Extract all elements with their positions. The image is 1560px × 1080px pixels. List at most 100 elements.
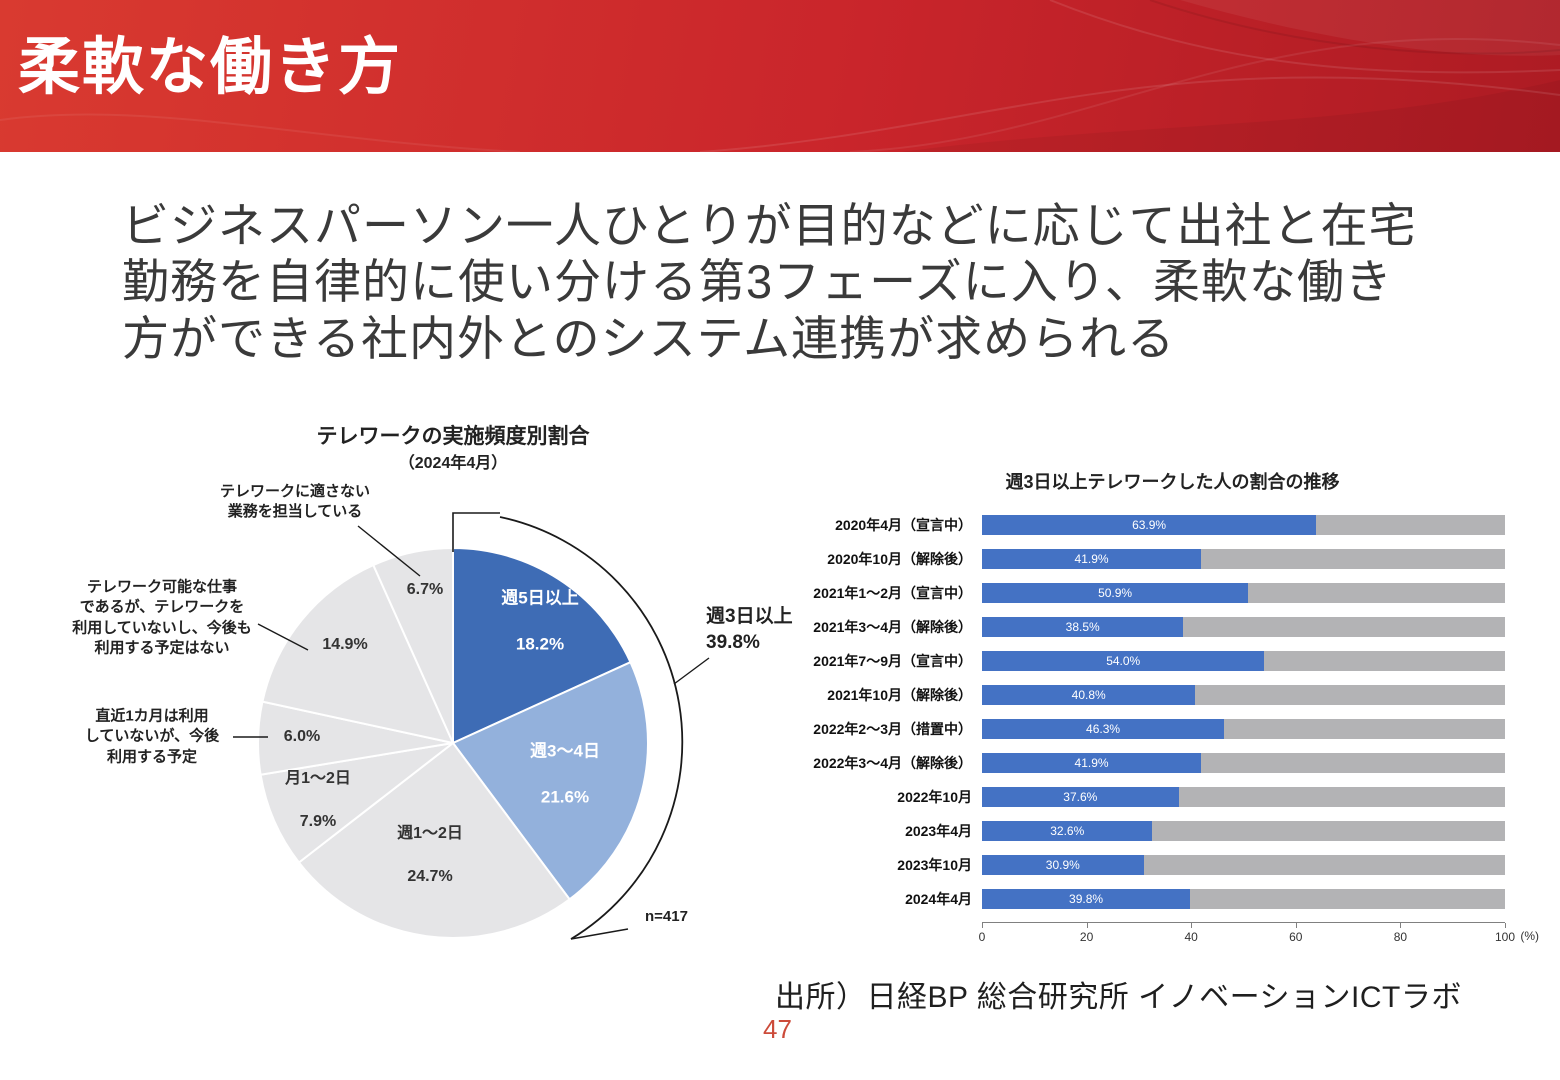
pie-slice-pct: 24.7%	[407, 867, 453, 885]
slide-title: 柔軟な働き方	[18, 33, 403, 102]
bar-row: 2021年1〜2月（宣言中） 50.9%	[800, 576, 1505, 610]
bar-track: 63.9%	[982, 515, 1505, 535]
source-attribution: 出所）日経BP 総合研究所 イノベーションICTラボ	[775, 981, 1462, 1014]
bar-category-label: 2020年10月（解除後）	[827, 551, 972, 567]
pie-slice-name: 週5日以上	[501, 588, 579, 608]
bar-track: 54.0%	[982, 651, 1505, 671]
x-tick-label: 20	[1079, 930, 1094, 944]
x-tick-label: 60	[1289, 930, 1303, 944]
bar-track: 41.9%	[982, 753, 1505, 773]
pie-slice-pct: 7.9%	[299, 812, 337, 830]
bar-fill: 39.8%	[982, 889, 1191, 909]
bar-value-label: 38.5%	[1065, 620, 1100, 634]
pie-outside-label-plan-to-use: 直近1カ月は利用 していないが、今後 利用する予定	[84, 707, 220, 766]
bar-category-label: 2021年3〜4月（解除後）	[813, 619, 972, 635]
pie-chart-subtitle: （2024年4月）	[398, 455, 508, 472]
bar-category-label: 2022年3〜4月（解除後）	[813, 755, 972, 771]
bar-value-label: 32.6%	[1050, 824, 1085, 838]
pie-slice-name: 週3〜4日	[530, 741, 600, 761]
bar-category-label: 2022年10月	[897, 789, 972, 805]
bar-fill: 54.0%	[982, 651, 1265, 671]
bar-row: 2020年10月（解除後） 41.9%	[800, 542, 1505, 576]
page-number: 47	[763, 1014, 792, 1044]
header-wave-decoration	[0, 0, 1560, 152]
x-tick-mark	[1086, 923, 1088, 928]
pie-inside-label-month1to2: 月1〜2日 7.9%	[285, 746, 351, 854]
bar-value-label: 50.9%	[1098, 586, 1133, 600]
bar-value-label: 40.8%	[1071, 688, 1106, 702]
bar-fill: 30.9%	[982, 855, 1144, 875]
pie-slice-name: 週1〜2日	[397, 824, 463, 842]
x-axis-unit-label: (%)	[1520, 929, 1539, 943]
bar-track: 30.9%	[982, 855, 1505, 875]
x-tick-mark	[1400, 923, 1402, 928]
pie-inside-label-week5plus: 週5日以上 18.2%	[501, 565, 578, 680]
bar-value-label: 54.0%	[1106, 654, 1141, 668]
bar-row: 2022年10月 37.6%	[800, 780, 1505, 814]
pie-inside-value-plan-to-use: 6.0%	[283, 728, 321, 746]
bar-category-label: 2021年1〜2月（宣言中）	[813, 585, 972, 601]
bar-fill: 40.8%	[982, 685, 1196, 705]
bar-fill: 63.9%	[982, 515, 1317, 535]
bar-track: 41.9%	[982, 549, 1505, 569]
x-tick-label: 100	[1494, 930, 1516, 944]
bar-category-label: 2021年10月（解除後）	[827, 687, 972, 703]
bar-category-label: 2024年4月	[905, 891, 972, 907]
week3plus-callout-label: 週3日以上	[706, 606, 793, 627]
bar-value-label: 37.6%	[1063, 790, 1098, 804]
bar-fill: 38.5%	[982, 617, 1184, 637]
bar-track: 37.6%	[982, 787, 1505, 807]
bar-category-label: 2020年4月（宣言中）	[835, 517, 972, 533]
pie-slice-name: 月1〜2日	[285, 769, 351, 787]
x-tick-mark	[1191, 923, 1193, 928]
bar-rows: 2020年4月（宣言中） 63.9% 2020年10月（解除後） 41.9% 2021年…	[800, 508, 1505, 916]
bar-fill: 46.3%	[982, 719, 1225, 739]
x-axis: 0 20 40 60 80 100	[978, 922, 1515, 946]
pie-inside-label-week1to2: 週1〜2日 24.7%	[397, 801, 463, 909]
bar-row: 2023年10月 30.9%	[800, 848, 1505, 882]
x-tick-label: 80	[1393, 930, 1408, 944]
pie-slice-pct: 18.2%	[515, 634, 565, 654]
bar-fill: 41.9%	[982, 549, 1202, 569]
bar-fill: 37.6%	[982, 787, 1179, 807]
bar-track: 46.3%	[982, 719, 1505, 739]
lead-paragraph: ビジネスパーソン一人ひとりが目的などに応じて出社と在宅 勤務を自律的に使い分ける…	[122, 199, 1417, 365]
bar-row: 2022年2〜3月（措置中） 46.3%	[800, 712, 1505, 746]
bar-track: 32.6%	[982, 821, 1505, 841]
bar-track: 38.5%	[982, 617, 1505, 637]
bar-chart-section: 週3日以上テレワークした人の割合の推移 2020年4月（宣言中） 63.9% 202…	[800, 460, 1545, 980]
bar-row: 2021年7〜9月（宣言中） 54.0%	[800, 644, 1505, 678]
bar-chart-title: 週3日以上テレワークした人の割合の推移	[1005, 472, 1340, 492]
week3plus-callout-value: 39.8%	[706, 631, 760, 653]
bar-row: 2021年10月（解除後） 40.8%	[800, 678, 1505, 712]
x-tick-mark	[1295, 923, 1297, 928]
bar-row: 2020年4月（宣言中） 63.9%	[800, 508, 1505, 542]
bar-value-label: 63.9%	[1132, 518, 1167, 532]
bar-value-label: 46.3%	[1086, 722, 1121, 736]
pie-chart-section: テレワークの実施頻度別割合 （2024年4月） 週5日以上 18.2% 週3〜4…	[28, 418, 803, 1003]
x-tick-label: 40	[1184, 930, 1198, 944]
bar-track: 39.8%	[982, 889, 1505, 909]
x-tick-mark	[982, 923, 983, 928]
bar-fill: 32.6%	[982, 821, 1153, 841]
header-banner: 柔軟な働き方	[0, 0, 1560, 152]
week3plus-callout: 週3日以上 39.8%	[706, 604, 793, 655]
bar-category-label: 2023年4月	[905, 823, 972, 839]
pie-slice-month1to2	[259, 742, 454, 864]
bar-row: 2023年4月 32.6%	[800, 814, 1505, 848]
x-tick-mark	[1505, 923, 1506, 928]
bar-category-label: 2022年2〜3月（措置中）	[813, 721, 972, 737]
bar-category-label: 2023年10月	[897, 857, 972, 873]
bar-fill: 41.9%	[982, 753, 1202, 773]
x-tick-label: 0	[978, 930, 986, 944]
pie-inside-value-no-plan: 14.9%	[322, 636, 368, 654]
bar-fill: 50.9%	[982, 583, 1249, 603]
bar-row: 2022年3〜4月（解除後） 41.9%	[800, 746, 1505, 780]
bar-value-label: 41.9%	[1074, 552, 1109, 566]
pie-outside-label-no-plan: テレワーク可能な仕事 であるが、テレワークを 利用していないし、今後も 利用する…	[72, 578, 252, 657]
sample-size-label: n=417	[645, 908, 688, 925]
pie-inside-value-unsuitable: 6.7%	[406, 581, 444, 599]
pie-outside-label-unsuitable: テレワークに適さない 業務を担当している	[219, 482, 371, 520]
pie-inside-label-week3to4: 週3〜4日 21.6%	[530, 718, 600, 833]
